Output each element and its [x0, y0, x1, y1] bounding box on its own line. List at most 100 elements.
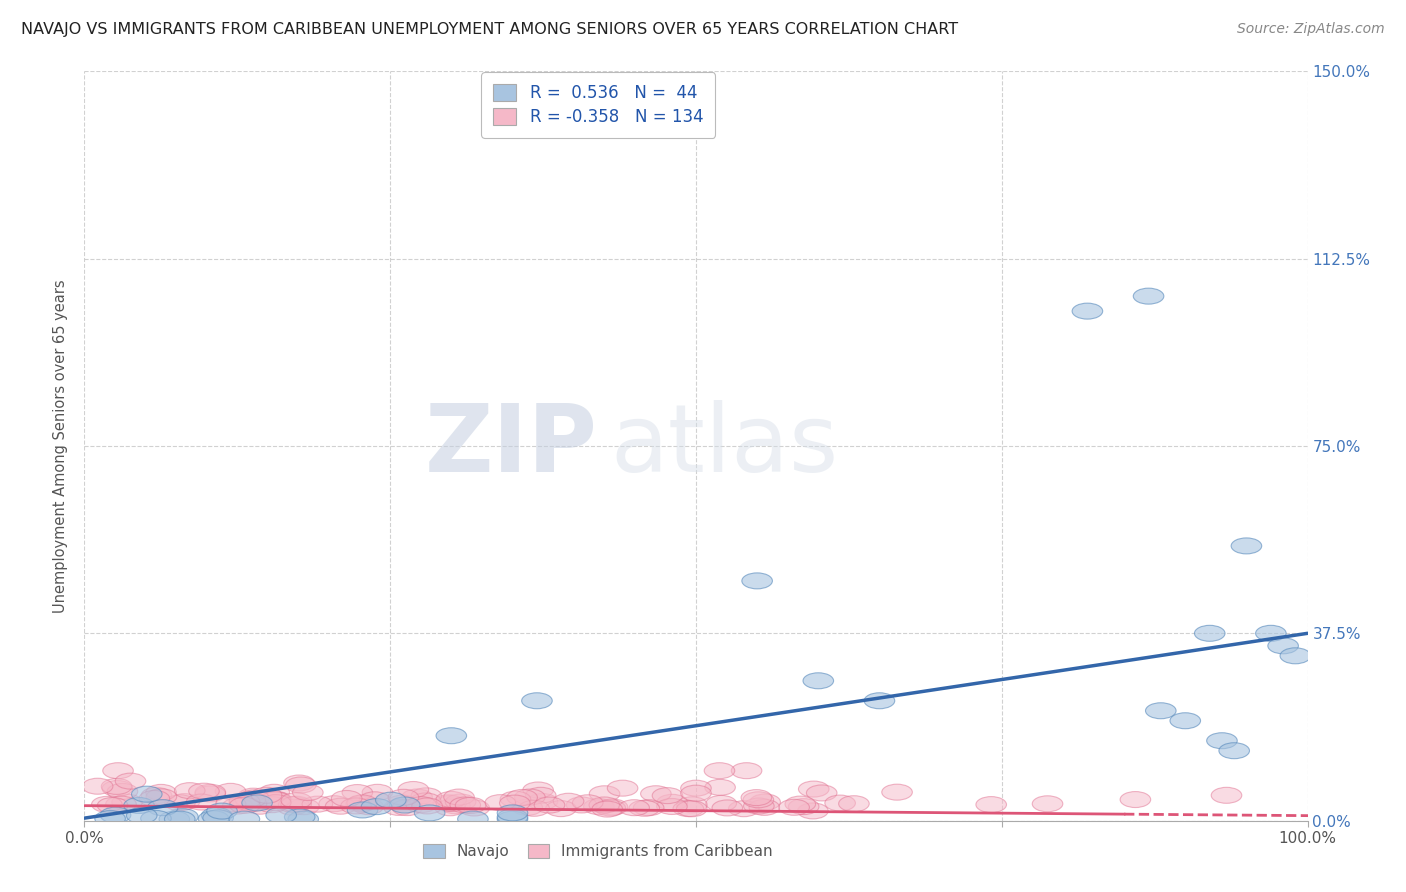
Ellipse shape: [706, 796, 737, 812]
Ellipse shape: [456, 797, 486, 814]
Y-axis label: Unemployment Among Seniors over 65 years: Unemployment Among Seniors over 65 years: [53, 279, 69, 613]
Ellipse shape: [434, 800, 465, 816]
Ellipse shape: [167, 809, 198, 824]
Ellipse shape: [195, 784, 225, 800]
Ellipse shape: [976, 797, 1007, 813]
Ellipse shape: [572, 795, 603, 811]
Ellipse shape: [515, 789, 546, 805]
Ellipse shape: [652, 788, 683, 804]
Ellipse shape: [83, 778, 112, 794]
Ellipse shape: [501, 791, 530, 807]
Ellipse shape: [375, 792, 406, 808]
Ellipse shape: [498, 805, 527, 821]
Ellipse shape: [132, 786, 162, 802]
Ellipse shape: [592, 801, 623, 817]
Ellipse shape: [749, 799, 779, 815]
Ellipse shape: [207, 803, 238, 819]
Ellipse shape: [512, 799, 543, 815]
Ellipse shape: [457, 811, 488, 827]
Ellipse shape: [433, 795, 464, 811]
Ellipse shape: [546, 801, 576, 816]
Ellipse shape: [1279, 648, 1310, 664]
Ellipse shape: [498, 811, 527, 827]
Ellipse shape: [1211, 788, 1241, 804]
Ellipse shape: [742, 792, 773, 808]
Ellipse shape: [598, 799, 627, 815]
Ellipse shape: [436, 796, 467, 812]
Ellipse shape: [257, 797, 287, 813]
Ellipse shape: [292, 784, 323, 800]
Ellipse shape: [112, 794, 142, 810]
Ellipse shape: [260, 795, 291, 811]
Ellipse shape: [384, 799, 415, 815]
Ellipse shape: [519, 800, 550, 816]
Ellipse shape: [779, 799, 810, 815]
Ellipse shape: [1219, 743, 1250, 759]
Ellipse shape: [657, 798, 688, 814]
Ellipse shape: [141, 811, 172, 827]
Ellipse shape: [165, 795, 195, 811]
Ellipse shape: [458, 800, 489, 816]
Ellipse shape: [807, 785, 837, 801]
Ellipse shape: [124, 797, 155, 814]
Ellipse shape: [146, 784, 176, 800]
Ellipse shape: [411, 788, 441, 804]
Ellipse shape: [361, 798, 392, 814]
Ellipse shape: [633, 800, 664, 815]
Ellipse shape: [115, 773, 146, 789]
Ellipse shape: [281, 797, 312, 813]
Ellipse shape: [523, 782, 554, 798]
Ellipse shape: [527, 794, 558, 810]
Ellipse shape: [198, 811, 229, 827]
Ellipse shape: [398, 781, 429, 797]
Ellipse shape: [1256, 625, 1286, 641]
Ellipse shape: [741, 789, 772, 805]
Ellipse shape: [728, 801, 759, 817]
Ellipse shape: [353, 798, 384, 814]
Ellipse shape: [236, 796, 267, 812]
Ellipse shape: [589, 797, 620, 813]
Ellipse shape: [278, 797, 309, 813]
Ellipse shape: [94, 811, 125, 827]
Ellipse shape: [522, 693, 553, 709]
Ellipse shape: [1268, 638, 1298, 654]
Ellipse shape: [641, 786, 671, 802]
Ellipse shape: [607, 780, 638, 797]
Ellipse shape: [1206, 732, 1237, 748]
Ellipse shape: [498, 809, 527, 825]
Ellipse shape: [229, 797, 260, 814]
Ellipse shape: [411, 793, 441, 809]
Ellipse shape: [239, 790, 269, 806]
Ellipse shape: [446, 794, 475, 810]
Legend: Navajo, Immigrants from Caribbean: Navajo, Immigrants from Caribbean: [418, 838, 779, 865]
Ellipse shape: [387, 795, 418, 811]
Ellipse shape: [107, 783, 138, 799]
Ellipse shape: [284, 775, 315, 791]
Ellipse shape: [281, 793, 312, 809]
Ellipse shape: [440, 797, 470, 814]
Ellipse shape: [195, 786, 225, 802]
Ellipse shape: [141, 788, 172, 804]
Ellipse shape: [704, 780, 735, 796]
Ellipse shape: [288, 811, 319, 827]
Ellipse shape: [259, 784, 290, 800]
Ellipse shape: [742, 573, 772, 589]
Ellipse shape: [159, 811, 190, 827]
Ellipse shape: [260, 791, 291, 807]
Ellipse shape: [444, 789, 474, 805]
Ellipse shape: [589, 786, 620, 802]
Ellipse shape: [485, 795, 516, 811]
Ellipse shape: [797, 803, 828, 819]
Ellipse shape: [595, 800, 626, 816]
Ellipse shape: [1146, 703, 1175, 719]
Ellipse shape: [799, 781, 830, 797]
Ellipse shape: [744, 798, 775, 814]
Ellipse shape: [583, 798, 614, 814]
Ellipse shape: [749, 794, 780, 810]
Ellipse shape: [534, 797, 565, 813]
Ellipse shape: [186, 794, 217, 810]
Ellipse shape: [174, 782, 205, 798]
Ellipse shape: [392, 799, 423, 815]
Ellipse shape: [789, 798, 818, 814]
Text: ZIP: ZIP: [425, 400, 598, 492]
